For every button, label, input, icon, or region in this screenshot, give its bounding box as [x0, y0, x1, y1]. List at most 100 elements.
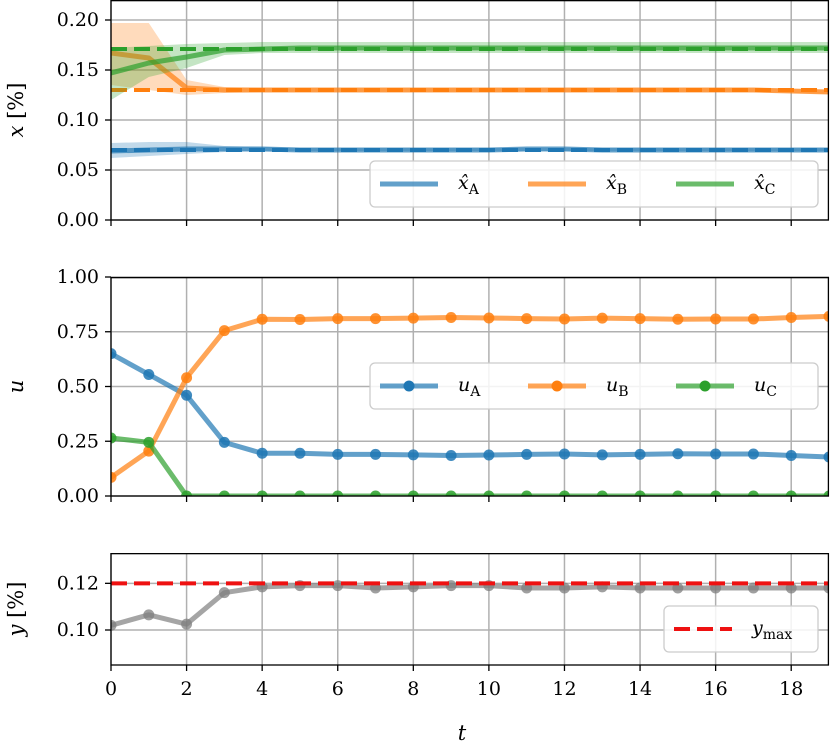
data-point	[294, 313, 306, 325]
series-line	[111, 435, 829, 496]
data-point	[596, 449, 608, 461]
x-tick-label: 10	[477, 678, 501, 700]
y-tick-label: 0.10	[57, 109, 99, 131]
data-point	[445, 312, 457, 324]
y-tick-label: 0.12	[57, 572, 99, 594]
data-point	[294, 447, 306, 459]
legend-box	[663, 605, 819, 653]
data-point	[672, 448, 684, 460]
data-point	[218, 325, 230, 337]
y-tick-label: 0.50	[57, 376, 99, 398]
data-point	[143, 368, 155, 380]
data-point	[596, 490, 608, 496]
series-a	[111, 348, 829, 463]
data-point	[672, 313, 684, 325]
y-axis-label: u	[4, 380, 28, 394]
data-point	[785, 449, 797, 461]
legend: uA uB uC	[369, 362, 819, 410]
data-point	[181, 490, 193, 496]
data-point	[445, 449, 457, 461]
y-tick-label: 0.05	[57, 159, 99, 181]
data-point	[407, 449, 419, 461]
y-tick-label: 0.15	[57, 59, 99, 81]
data-point	[710, 448, 722, 460]
panel-top: 0.00 0.05 0.10 0.15 0.20 x [%] x̂A x̂B x̂C	[4, 0, 830, 231]
uncertainty-band	[111, 23, 829, 95]
data-point	[294, 490, 306, 496]
legend: x̂A x̂B x̂C	[369, 160, 819, 208]
data-point	[823, 451, 829, 463]
legend-marker	[551, 380, 563, 392]
data-point	[521, 448, 533, 460]
series-line	[111, 583, 829, 628]
plot-area	[111, 23, 829, 158]
data-point	[785, 490, 797, 496]
plot-area	[111, 580, 829, 631]
x-tick-label: 0	[105, 678, 117, 700]
data-point	[445, 490, 457, 496]
x-tick-label: 12	[552, 678, 576, 700]
data-point	[143, 609, 155, 621]
legend-label: x̂C	[754, 172, 775, 198]
legend-label: uA	[458, 374, 481, 400]
x-tick-label: 14	[628, 678, 652, 700]
data-point	[747, 448, 759, 460]
data-point	[634, 313, 646, 325]
data-point	[111, 471, 117, 483]
legend-label: ymax	[751, 617, 792, 643]
data-point	[483, 312, 495, 324]
data-point	[181, 389, 193, 401]
x-tick-label: 4	[256, 678, 268, 700]
data-point	[218, 436, 230, 448]
data-point	[256, 490, 268, 496]
x-tick-label: 8	[407, 678, 419, 700]
series-line	[111, 351, 829, 460]
data-point	[823, 490, 829, 496]
data-point	[256, 313, 268, 325]
series-b	[111, 310, 829, 483]
y-tick-label: 0.00	[57, 485, 99, 507]
data-point	[181, 618, 193, 630]
data-point	[483, 490, 495, 496]
data-point	[710, 490, 722, 496]
legend: ymax	[663, 605, 819, 653]
data-point	[634, 490, 646, 496]
data-point	[521, 490, 533, 496]
x-tick-label: 6	[332, 678, 344, 700]
data-point	[521, 313, 533, 325]
data-point	[111, 432, 117, 444]
data-point	[143, 436, 155, 448]
data-point	[181, 372, 193, 384]
y-tick-label: 0.00	[57, 209, 99, 231]
data-point	[111, 619, 117, 631]
y-tick-label: 0.20	[57, 9, 99, 31]
data-point	[407, 490, 419, 496]
data-point	[785, 312, 797, 324]
series-line	[111, 50, 829, 95]
data-point	[634, 448, 646, 460]
series-line	[111, 45, 829, 76]
data-point	[483, 449, 495, 461]
data-point	[370, 313, 382, 325]
data-point	[710, 313, 722, 325]
data-point	[111, 348, 117, 360]
series-c	[111, 42, 829, 100]
x-axis-label: t	[458, 721, 467, 745]
series-b	[111, 23, 829, 95]
data-point	[218, 587, 230, 599]
legend-label: uB	[606, 374, 629, 400]
legend-box	[369, 362, 819, 410]
legend-label: x̂A	[458, 172, 480, 198]
y-axis-label: x [%]	[4, 83, 28, 138]
data-point	[370, 448, 382, 460]
data-point	[747, 313, 759, 325]
data-point	[218, 490, 230, 496]
legend-label: uC	[754, 374, 777, 400]
x-tick-label: 18	[779, 678, 803, 700]
panel-middle: 0.00 0.25 0.50 0.75 1.00 u uA uB uC	[4, 266, 830, 507]
y-tick-label: 1.00	[57, 266, 99, 288]
data-point	[332, 490, 344, 496]
series-a	[111, 142, 829, 158]
data-point	[332, 448, 344, 460]
